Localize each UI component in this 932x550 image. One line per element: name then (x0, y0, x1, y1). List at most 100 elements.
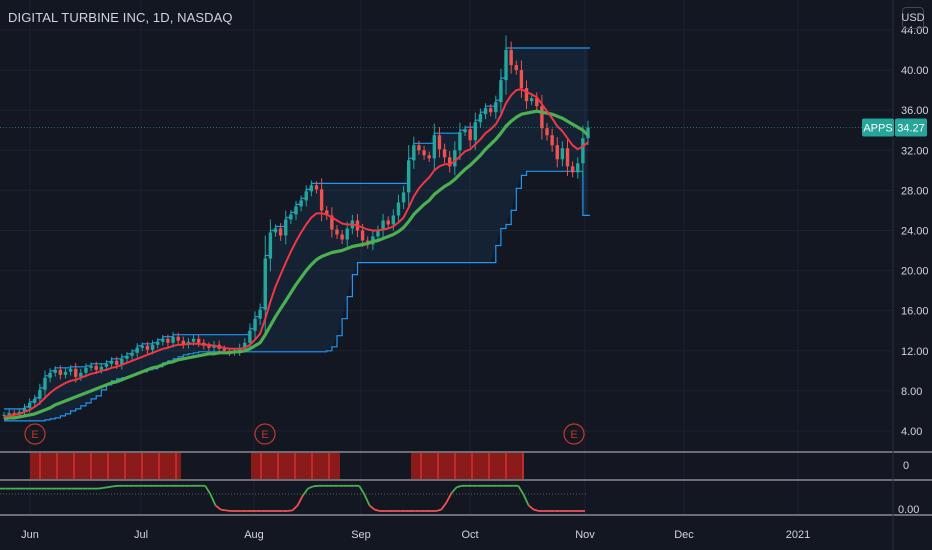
candle-body[interactable] (94, 365, 98, 370)
candle-body[interactable] (222, 348, 226, 351)
candle-body[interactable] (294, 206, 298, 215)
candle-body[interactable] (289, 214, 293, 220)
candle-body[interactable] (58, 369, 63, 375)
candle-body[interactable] (514, 65, 518, 71)
candle-body[interactable] (299, 200, 303, 207)
candle-body[interactable] (478, 114, 483, 123)
candle-body[interactable] (74, 368, 78, 377)
candle-body[interactable] (171, 336, 175, 343)
candle-body[interactable] (576, 163, 580, 173)
candle-body[interactable] (325, 210, 329, 216)
candle-body[interactable] (63, 371, 68, 375)
candle-body[interactable] (278, 228, 283, 236)
candle-body[interactable] (207, 345, 211, 348)
candle-body[interactable] (545, 128, 549, 136)
candle-body[interactable] (314, 185, 319, 190)
candle-body[interactable] (550, 135, 554, 146)
candle-body[interactable] (407, 160, 411, 193)
candle-body[interactable] (524, 88, 529, 102)
candle-body[interactable] (453, 150, 457, 167)
candle-body[interactable] (161, 338, 165, 342)
candle-body[interactable] (109, 360, 114, 364)
candle-body[interactable] (7, 412, 11, 415)
candle-body[interactable] (253, 318, 257, 331)
candle-body[interactable] (104, 363, 109, 367)
candle-body[interactable] (555, 145, 559, 160)
candle-body[interactable] (99, 366, 104, 370)
candle-body[interactable] (33, 398, 37, 403)
candle-body[interactable] (155, 341, 160, 345)
candle-body[interactable] (519, 70, 524, 89)
candle-body[interactable] (330, 215, 334, 230)
candle-body[interactable] (432, 135, 437, 159)
candle-body[interactable] (570, 166, 575, 173)
earnings-marker-icon[interactable] (563, 423, 585, 445)
candle-body[interactable] (391, 215, 396, 225)
currency-button[interactable]: USD (901, 7, 925, 29)
candle-body[interactable] (442, 149, 447, 158)
candle-body[interactable] (304, 191, 308, 201)
candle-body[interactable] (79, 372, 83, 377)
candle-body[interactable] (140, 345, 145, 348)
candle-body[interactable] (401, 192, 406, 203)
earnings-marker-icon[interactable] (24, 423, 46, 445)
candle-body[interactable] (447, 157, 452, 167)
candle-body[interactable] (396, 202, 401, 216)
candle-body[interactable] (586, 127, 590, 139)
candle-body[interactable] (529, 98, 534, 102)
candle-body[interactable] (499, 80, 503, 103)
candle-body[interactable] (458, 132, 462, 151)
candle-body[interactable] (335, 229, 339, 235)
candle-body[interactable] (89, 365, 93, 368)
candle-body[interactable] (130, 352, 134, 356)
candle-body[interactable] (53, 369, 57, 373)
candle-body[interactable] (166, 338, 170, 343)
candle-body[interactable] (196, 338, 201, 343)
candle-body[interactable] (386, 220, 390, 225)
candle-body[interactable] (422, 150, 426, 156)
candle-body[interactable] (488, 108, 493, 113)
candle-body[interactable] (417, 145, 421, 151)
candle-body[interactable] (120, 358, 124, 365)
candle-body[interactable] (376, 230, 380, 237)
candle-body[interactable] (340, 234, 344, 240)
candle-body[interactable] (145, 345, 150, 350)
candle-body[interactable] (248, 330, 252, 343)
candle-body[interactable] (381, 220, 385, 231)
candle-body[interactable] (68, 368, 73, 372)
candle-body[interactable] (181, 340, 185, 345)
time-axis[interactable]: Jun Jul Aug Sep Oct Nov Dec 2021 (21, 529, 810, 541)
candle-body[interactable] (581, 138, 585, 164)
candlesticks[interactable] (2, 35, 590, 419)
candle-body[interactable] (437, 135, 442, 150)
candle-body[interactable] (504, 50, 508, 81)
candle-body[interactable] (38, 389, 42, 399)
candle-body[interactable] (48, 372, 52, 378)
candle-body[interactable] (463, 129, 467, 133)
candle-body[interactable] (243, 342, 247, 348)
candle-body[interactable] (135, 347, 139, 353)
candle-body[interactable] (258, 309, 262, 319)
candle-body[interactable] (412, 145, 416, 161)
candle-body[interactable] (27, 402, 32, 408)
candle-body[interactable] (84, 367, 88, 373)
candle-body[interactable] (319, 189, 324, 211)
candle-body[interactable] (263, 258, 267, 310)
candle-body[interactable] (115, 360, 119, 365)
candle-body[interactable] (125, 355, 129, 359)
candle-body[interactable] (509, 50, 513, 66)
candle-body[interactable] (268, 232, 273, 259)
candle-body[interactable] (43, 377, 47, 390)
candle-body[interactable] (360, 230, 365, 241)
candle-body[interactable] (345, 228, 349, 240)
candle-body[interactable] (565, 148, 570, 167)
candle-body[interactable] (468, 129, 472, 141)
candle-body[interactable] (12, 412, 16, 414)
candle-body[interactable] (2, 414, 6, 416)
candle-body[interactable] (191, 338, 196, 342)
candle-body[interactable] (535, 98, 539, 107)
candle-body[interactable] (176, 336, 180, 341)
candle-body[interactable] (483, 108, 488, 115)
